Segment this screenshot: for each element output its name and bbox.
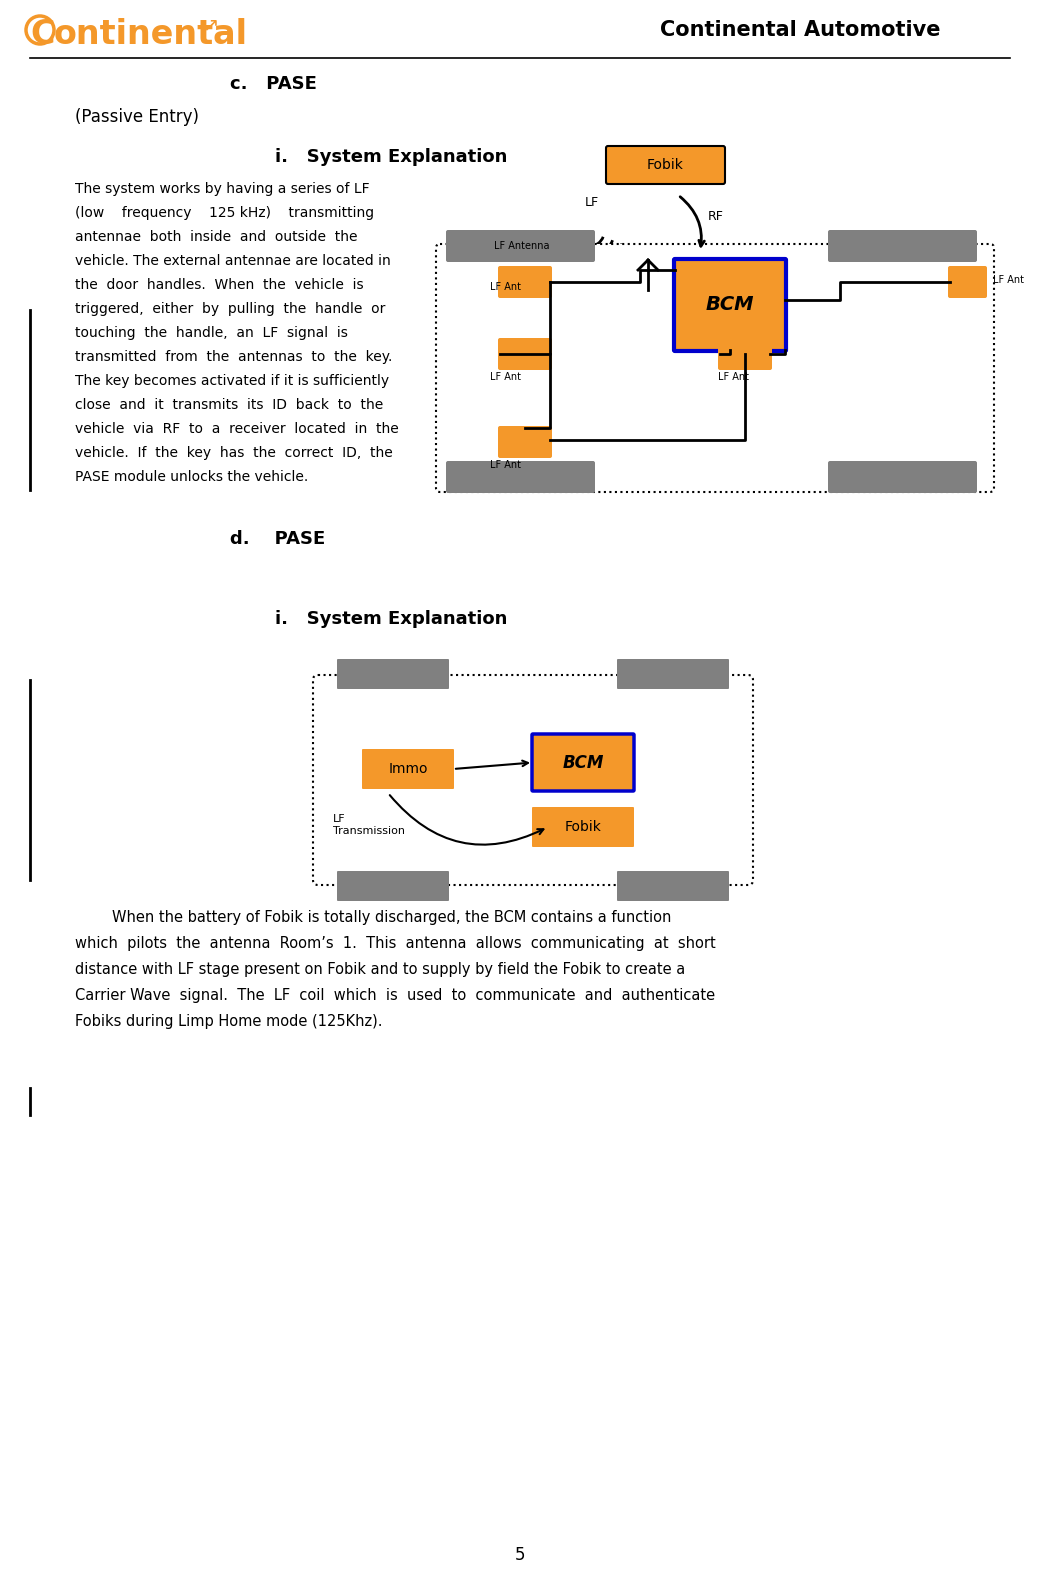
Text: close  and  it  transmits  its  ID  back  to  the: close and it transmits its ID back to th… — [75, 398, 384, 412]
Text: which  pilots  the  antenna  Room’s  1.  This  antenna  allows  communicating  a: which pilots the antenna Room’s 1. This … — [75, 935, 716, 951]
Text: LF
Transmission: LF Transmission — [333, 814, 405, 836]
Text: BCM: BCM — [563, 754, 603, 771]
FancyBboxPatch shape — [532, 807, 634, 847]
Text: The system works by having a series of LF: The system works by having a series of L… — [75, 182, 369, 196]
Text: BCM: BCM — [706, 295, 754, 314]
Text: Carrier Wave  signal.  The  LF  coil  which  is  used  to  communicate  and  aut: Carrier Wave signal. The LF coil which i… — [75, 988, 716, 1003]
FancyBboxPatch shape — [436, 243, 994, 491]
FancyBboxPatch shape — [718, 338, 772, 370]
Text: LF Ant: LF Ant — [490, 281, 521, 292]
FancyBboxPatch shape — [948, 265, 987, 299]
Text: LF Ant: LF Ant — [490, 371, 521, 382]
Text: antennae  both  inside  and  outside  the: antennae both inside and outside the — [75, 231, 358, 243]
Text: PASE module unlocks the vehicle.: PASE module unlocks the vehicle. — [75, 469, 308, 483]
Text: The key becomes activated if it is sufficiently: The key becomes activated if it is suffi… — [75, 374, 389, 389]
FancyBboxPatch shape — [337, 659, 449, 689]
FancyBboxPatch shape — [498, 338, 552, 370]
FancyBboxPatch shape — [498, 427, 552, 458]
Text: the  door  handles.  When  the  vehicle  is: the door handles. When the vehicle is — [75, 278, 364, 292]
Text: i.   System Explanation: i. System Explanation — [275, 149, 508, 166]
Text: LF Ant: LF Ant — [993, 275, 1024, 284]
Text: LF: LF — [584, 196, 599, 209]
FancyBboxPatch shape — [617, 659, 729, 689]
FancyBboxPatch shape — [606, 145, 725, 183]
FancyBboxPatch shape — [446, 231, 595, 262]
FancyBboxPatch shape — [674, 259, 786, 351]
Text: distance with LF stage present on Fobik and to supply by field the Fobik to crea: distance with LF stage present on Fobik … — [75, 962, 685, 976]
Text: touching  the  handle,  an  LF  signal  is: touching the handle, an LF signal is — [75, 325, 347, 340]
FancyBboxPatch shape — [337, 871, 449, 901]
Text: Immo: Immo — [388, 762, 427, 776]
Text: LF Antenna: LF Antenna — [494, 242, 550, 251]
Text: vehicle  via  RF  to  a  receiver  located  in  the: vehicle via RF to a receiver located in … — [75, 422, 398, 436]
Text: C: C — [30, 17, 54, 51]
FancyBboxPatch shape — [313, 675, 753, 885]
Text: RF: RF — [708, 210, 724, 223]
Text: triggered,  either  by  pulling  the  handle  or: triggered, either by pulling the handle … — [75, 302, 386, 316]
Text: When the battery of Fobik is totally discharged, the BCM contains a function: When the battery of Fobik is totally dis… — [75, 910, 672, 924]
Text: Fobiks during Limp Home mode (125Khz).: Fobiks during Limp Home mode (125Khz). — [75, 1014, 383, 1029]
Text: vehicle. The external antennae are located in: vehicle. The external antennae are locat… — [75, 254, 391, 269]
Text: transmitted  from  the  antennas  to  the  key.: transmitted from the antennas to the key… — [75, 351, 392, 363]
Text: i.   System Explanation: i. System Explanation — [275, 610, 508, 627]
FancyBboxPatch shape — [446, 461, 595, 493]
FancyBboxPatch shape — [828, 461, 977, 493]
Text: Continental Automotive: Continental Automotive — [660, 21, 940, 40]
Text: 5: 5 — [515, 1545, 525, 1564]
Text: c.   PASE: c. PASE — [230, 74, 317, 93]
Text: Fobik: Fobik — [647, 158, 684, 172]
FancyBboxPatch shape — [498, 265, 552, 299]
Text: d.    PASE: d. PASE — [230, 529, 326, 548]
Text: ontinental: ontinental — [54, 17, 248, 51]
FancyBboxPatch shape — [617, 871, 729, 901]
FancyBboxPatch shape — [362, 749, 454, 788]
Text: (Passive Entry): (Passive Entry) — [75, 107, 199, 126]
FancyBboxPatch shape — [532, 735, 634, 792]
Text: LF Ant: LF Ant — [718, 371, 749, 382]
Text: LF Ant: LF Ant — [490, 460, 521, 469]
Text: Fobik: Fobik — [565, 820, 601, 834]
FancyBboxPatch shape — [828, 231, 977, 262]
Text: (low    frequency    125 kHz)    transmitting: (low frequency 125 kHz) transmitting — [75, 205, 374, 220]
Text: ↗: ↗ — [202, 14, 218, 35]
Text: vehicle.  If  the  key  has  the  correct  ID,  the: vehicle. If the key has the correct ID, … — [75, 446, 393, 460]
